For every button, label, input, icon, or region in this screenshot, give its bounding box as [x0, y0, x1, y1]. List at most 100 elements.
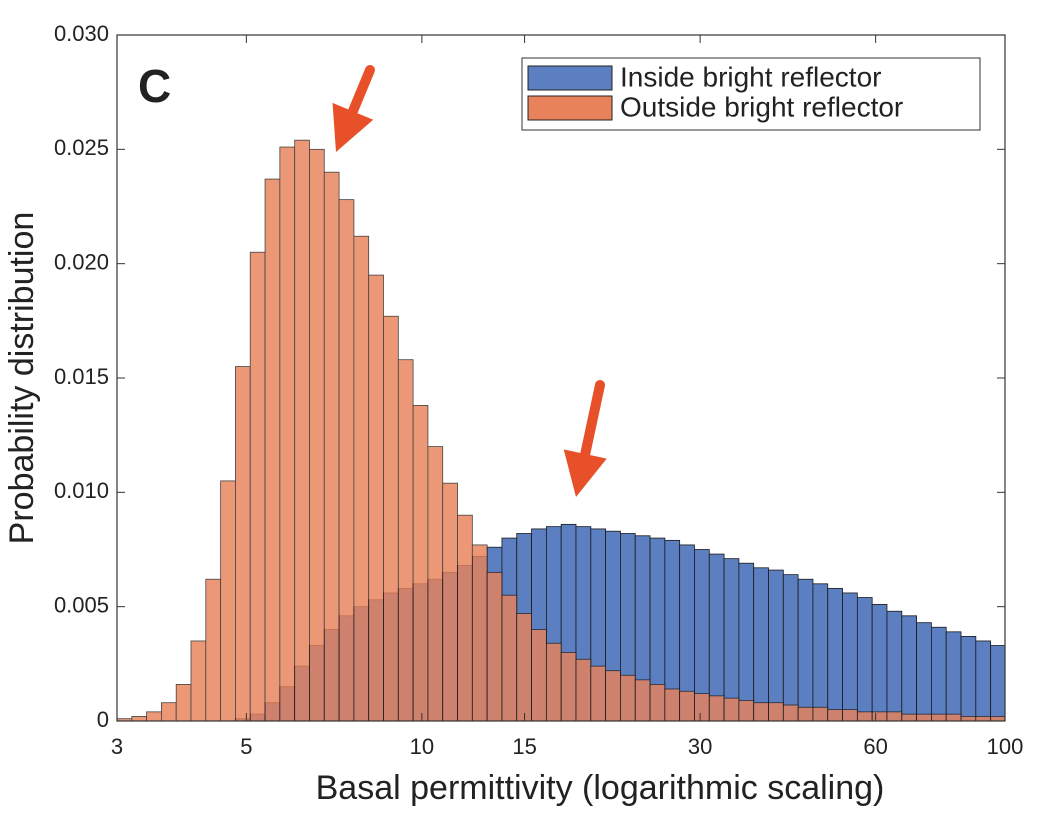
- bar: [723, 697, 740, 722]
- bar: [856, 597, 873, 722]
- bar: [545, 642, 562, 722]
- bar: [323, 171, 340, 722]
- bar: [531, 629, 547, 722]
- bar: [235, 366, 251, 722]
- bar: [397, 359, 414, 722]
- bar: [842, 592, 858, 722]
- bar: [634, 679, 651, 722]
- bar: [294, 139, 310, 722]
- bar: [694, 693, 710, 722]
- bar: [368, 274, 384, 722]
- bar: [264, 178, 281, 722]
- bar: [708, 695, 725, 722]
- x-tick-label: 60: [863, 734, 887, 759]
- bar: [975, 716, 992, 722]
- legend-swatch: [527, 65, 613, 91]
- bar: [131, 716, 148, 722]
- bar: [901, 713, 917, 722]
- bar: [605, 670, 621, 722]
- x-tick-label: 30: [688, 734, 712, 759]
- bar: [353, 235, 370, 722]
- bar: [190, 640, 207, 722]
- bar: [871, 603, 888, 722]
- legend-swatch: [527, 95, 613, 121]
- arrow-head: [563, 449, 607, 497]
- bar: [916, 713, 932, 722]
- bar: [205, 578, 222, 722]
- bar: [931, 626, 947, 722]
- bar: [383, 315, 399, 722]
- bar: [812, 583, 829, 722]
- bar: [945, 713, 962, 722]
- bar: [590, 665, 607, 722]
- bar: [842, 709, 858, 722]
- bar: [945, 631, 962, 722]
- series-1: [116, 139, 1006, 722]
- bar: [442, 482, 458, 722]
- bar: [161, 702, 177, 722]
- bar: [827, 587, 843, 722]
- bar: [279, 146, 296, 722]
- bar: [723, 558, 740, 722]
- bar: [679, 690, 695, 722]
- arrow-head: [332, 102, 374, 152]
- x-axis-label: Basal permittivity (logarithmic scaling): [316, 769, 885, 807]
- bar: [782, 704, 799, 722]
- bar: [501, 594, 518, 722]
- bar: [664, 688, 681, 722]
- legend-label: Outside bright reflector: [620, 91, 903, 122]
- bar: [975, 640, 992, 722]
- bar: [560, 652, 577, 722]
- arrow-shaft: [347, 65, 375, 117]
- bar: [175, 684, 192, 722]
- bar: [575, 658, 592, 722]
- bar: [990, 645, 1006, 722]
- y-tick-label: 0.010: [54, 478, 109, 503]
- bar: [886, 711, 903, 722]
- bar: [220, 480, 236, 722]
- bar: [827, 709, 843, 722]
- bar: [427, 446, 444, 722]
- bar: [738, 700, 755, 722]
- bar: [812, 706, 829, 722]
- bar: [753, 702, 769, 722]
- bar: [146, 711, 162, 722]
- bar: [649, 684, 666, 722]
- x-tick-label: 5: [240, 734, 252, 759]
- bar: [753, 567, 769, 722]
- y-tick-label: 0.005: [54, 592, 109, 617]
- bar: [886, 610, 903, 722]
- bar: [782, 574, 799, 722]
- x-tick-label: 15: [512, 734, 536, 759]
- y-tick-label: 0: [97, 707, 109, 732]
- bar: [768, 702, 784, 722]
- y-tick-label: 0.025: [54, 135, 109, 160]
- bar: [931, 713, 947, 722]
- bar: [960, 716, 977, 722]
- bar: [916, 622, 932, 722]
- bar: [856, 711, 873, 722]
- bar: [249, 251, 266, 722]
- legend-label: Inside bright reflector: [620, 61, 881, 92]
- bar: [620, 674, 636, 722]
- bar: [486, 571, 503, 722]
- bar: [871, 711, 888, 722]
- bar: [338, 199, 355, 722]
- y-tick-label: 0.020: [54, 249, 109, 274]
- bar: [797, 706, 814, 722]
- bar: [990, 716, 1006, 722]
- bar: [457, 514, 473, 722]
- x-tick-label: 100: [987, 734, 1024, 759]
- bar: [797, 578, 814, 722]
- arrow-shaft: [580, 380, 605, 459]
- bar: [309, 148, 325, 722]
- y-tick-label: 0.030: [54, 21, 109, 46]
- y-axis-label: Probability distribution: [3, 212, 41, 545]
- bar: [412, 405, 429, 722]
- bar: [901, 615, 917, 722]
- bar: [960, 635, 977, 722]
- y-tick-label: 0.015: [54, 364, 109, 389]
- panel-label: C: [138, 60, 171, 112]
- x-tick-label: 3: [111, 734, 123, 759]
